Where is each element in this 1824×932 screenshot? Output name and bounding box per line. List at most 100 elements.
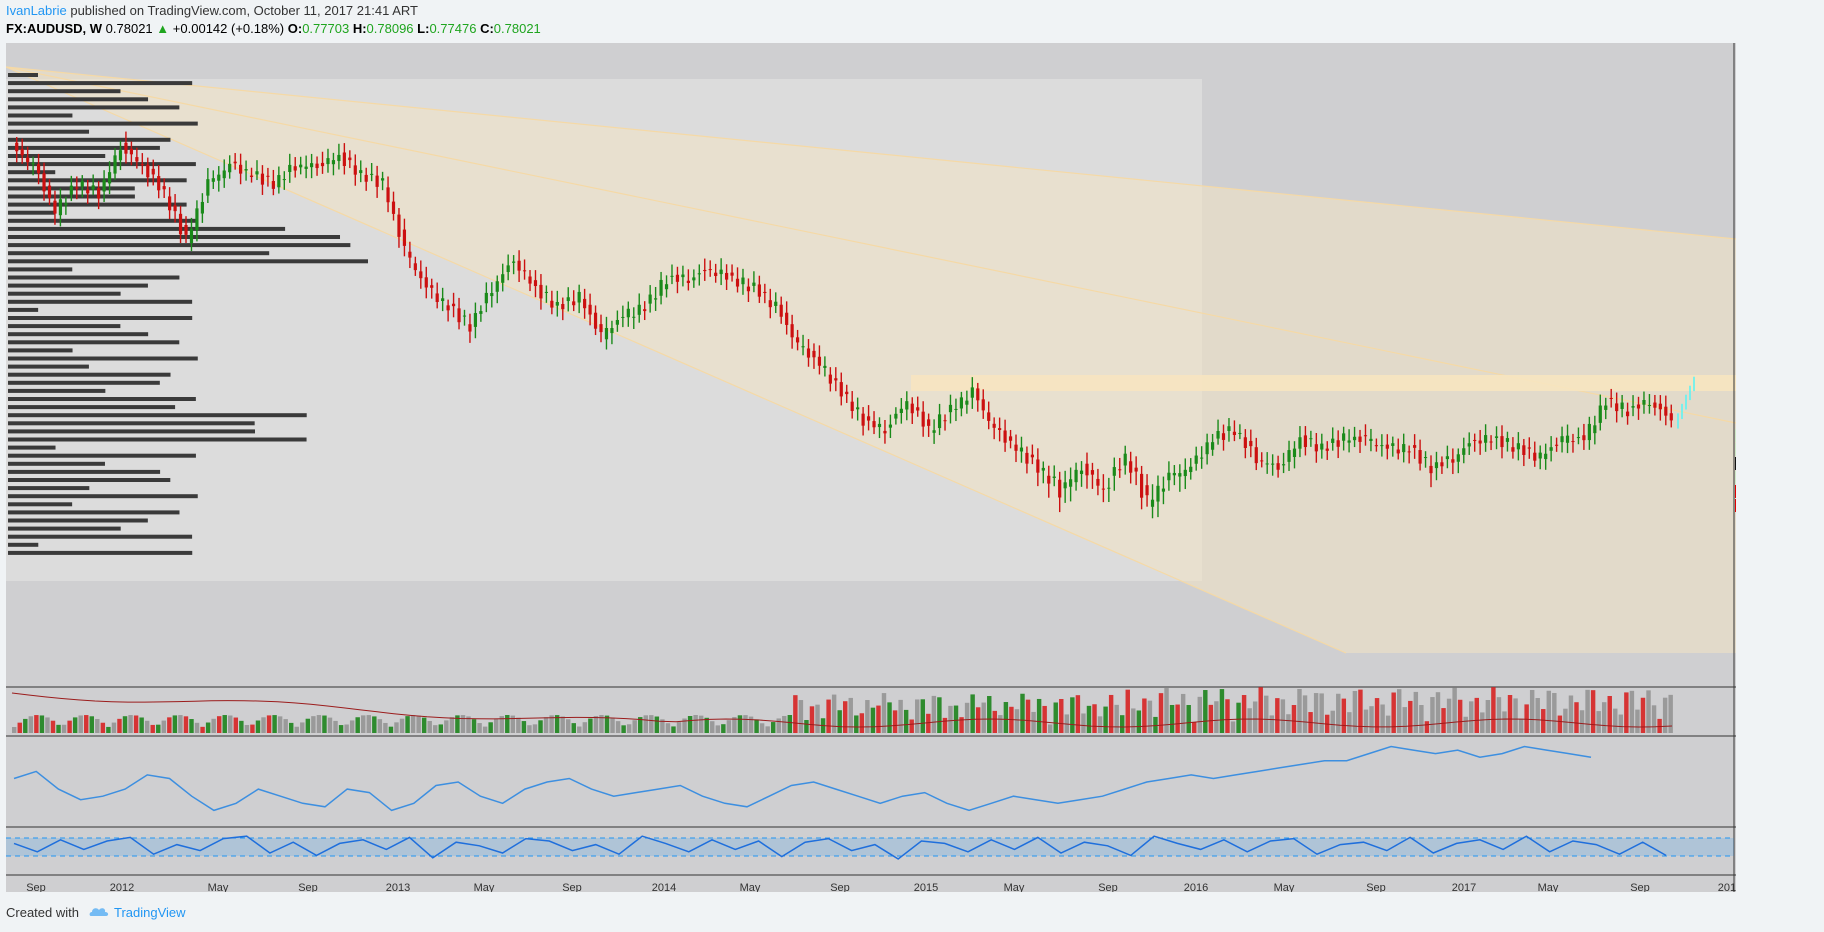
candle xyxy=(64,196,68,215)
symbol-name[interactable]: FX:AUDUSD, W xyxy=(6,21,103,36)
candle-body xyxy=(1041,467,1045,471)
volume-bar xyxy=(294,726,299,733)
profile-bar xyxy=(8,129,90,134)
tradingview-link[interactable]: TradingView xyxy=(114,905,186,920)
candle xyxy=(157,164,161,199)
candle xyxy=(806,339,811,367)
candle-body xyxy=(189,229,194,244)
volume-bar xyxy=(854,715,859,733)
candle-body xyxy=(1587,423,1591,441)
candle-body xyxy=(823,365,827,368)
candle-body xyxy=(260,173,265,185)
volume-bar xyxy=(566,719,571,733)
candle-body xyxy=(981,399,985,411)
candle xyxy=(1189,458,1193,480)
price-label-box xyxy=(1735,457,1736,470)
volume-bar xyxy=(782,715,787,733)
volume-bar xyxy=(915,699,920,733)
candle xyxy=(1041,461,1045,484)
profile-bar xyxy=(8,413,307,418)
candle-body xyxy=(168,196,172,211)
volume-bar xyxy=(128,715,133,733)
candle-body xyxy=(233,161,237,164)
profile-bar xyxy=(8,267,73,272)
candle xyxy=(397,208,401,248)
indicator-pane-1: 0.200.150.10 xyxy=(13,745,1592,812)
candle-body xyxy=(430,285,434,288)
candle xyxy=(1484,424,1488,452)
volume-bar xyxy=(438,724,444,733)
candle xyxy=(910,397,914,425)
candle xyxy=(249,167,254,183)
candle xyxy=(675,266,680,294)
volume-bar xyxy=(277,716,283,733)
candle xyxy=(391,191,396,221)
candle xyxy=(135,147,139,169)
volume-bar xyxy=(471,719,477,733)
candle xyxy=(1593,415,1597,445)
volume-bar xyxy=(1336,693,1341,733)
candle-body xyxy=(845,391,849,395)
volume-bar xyxy=(671,726,676,733)
profile-bar xyxy=(8,486,90,491)
candle-body xyxy=(86,189,90,194)
candle xyxy=(1478,429,1482,455)
volume-bar xyxy=(460,715,466,733)
candle-body xyxy=(604,327,609,340)
author-link[interactable]: IvanLabrie xyxy=(6,3,67,18)
candle-body xyxy=(1385,444,1389,449)
candle xyxy=(1604,397,1608,420)
x-tick-label: Sep xyxy=(562,882,582,892)
candle xyxy=(233,153,237,170)
candle xyxy=(380,171,385,191)
volume-bar xyxy=(1446,698,1452,733)
volume-bar xyxy=(1186,705,1191,733)
profile-bar xyxy=(8,429,255,434)
candle-body xyxy=(271,180,275,189)
x-tick-label: Sep xyxy=(830,882,850,892)
volume-bar xyxy=(998,715,1003,733)
candle-body xyxy=(970,387,974,398)
time-axis[interactable]: Sep 2012 May Sep 2013 May Sep 2014 May Sep 2015 May… xyxy=(26,882,1736,892)
candle xyxy=(364,167,368,191)
candle-body xyxy=(714,272,718,277)
candle xyxy=(517,250,521,282)
chart-canvas[interactable]: 2000000.00000.0000 0.200.150.10 0.000 1.… xyxy=(6,43,1736,892)
candle-body xyxy=(1320,443,1324,450)
volume-bar xyxy=(12,727,17,733)
volume-bar xyxy=(50,720,56,733)
candle xyxy=(299,156,303,175)
candle xyxy=(1467,432,1471,455)
volume-bar xyxy=(1025,699,1031,733)
profile-bar xyxy=(8,332,149,337)
volume-bar xyxy=(1502,711,1507,733)
volume-bar xyxy=(632,720,637,733)
candle xyxy=(75,176,79,200)
candle xyxy=(1396,438,1400,460)
candle xyxy=(277,166,281,194)
candle xyxy=(1582,423,1586,450)
candle xyxy=(506,254,510,281)
candle xyxy=(146,157,150,187)
volume-bar xyxy=(189,719,194,733)
volume-bar xyxy=(654,716,660,733)
indicator-2-line xyxy=(13,835,1667,860)
candle-body xyxy=(353,165,357,175)
volume-bar xyxy=(516,717,521,733)
candle-body xyxy=(1451,459,1455,463)
profile-bar xyxy=(8,137,171,142)
profile-bar xyxy=(8,235,341,239)
candle-body xyxy=(1036,459,1040,473)
candle-body xyxy=(195,208,199,231)
candle xyxy=(36,153,41,185)
volume-bar xyxy=(255,720,261,733)
candle xyxy=(1008,429,1013,449)
candle-body xyxy=(1167,472,1171,481)
candle-body xyxy=(228,163,232,173)
price-label-box xyxy=(1735,471,1736,484)
candle-body xyxy=(1342,433,1346,441)
volume-bar xyxy=(421,717,427,733)
candle-body xyxy=(861,413,865,426)
candle xyxy=(1101,474,1105,503)
candle-body xyxy=(1380,445,1384,447)
